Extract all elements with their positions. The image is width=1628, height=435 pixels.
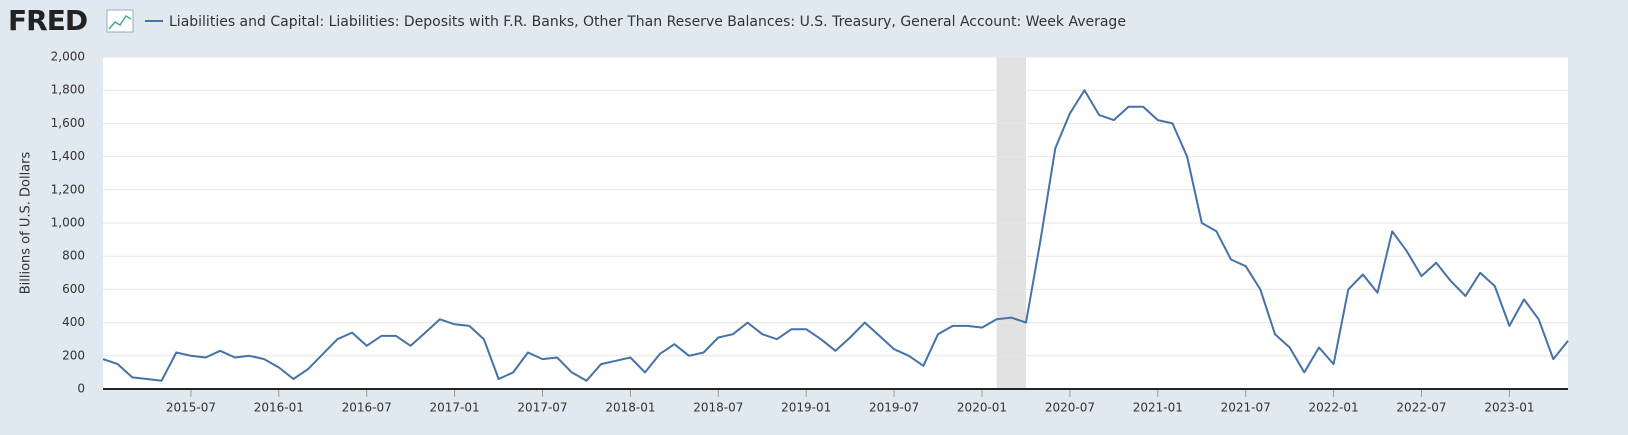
x-tick-label: 2022-07 bbox=[1396, 401, 1446, 415]
y-tick-label: 600 bbox=[62, 282, 85, 296]
x-tick-label: 2017-01 bbox=[430, 401, 480, 415]
x-tick-label: 2022-01 bbox=[1309, 401, 1359, 415]
x-tick-label: 2017-07 bbox=[517, 401, 567, 415]
y-tick-label: 1,000 bbox=[51, 216, 85, 230]
x-tick-label: 2021-07 bbox=[1221, 401, 1271, 415]
x-tick-label: 2016-07 bbox=[342, 401, 392, 415]
x-tick-label: 2018-07 bbox=[693, 401, 743, 415]
y-tick-label: 1,800 bbox=[51, 83, 85, 97]
y-tick-label: 1,600 bbox=[51, 116, 85, 130]
x-tick-label: 2020-01 bbox=[957, 401, 1007, 415]
y-axis-label: Billions of U.S. Dollars bbox=[19, 151, 34, 294]
y-tick-label: 400 bbox=[62, 315, 85, 329]
y-tick-label: 0 bbox=[77, 382, 85, 396]
x-tick-label: 2015-07 bbox=[166, 401, 216, 415]
y-tick-label: 200 bbox=[62, 348, 85, 362]
data-line bbox=[102, 89, 1569, 382]
x-tick-label: 2019-01 bbox=[781, 401, 831, 415]
y-tick-label: 1,400 bbox=[51, 149, 85, 163]
x-tick-label: 2018-01 bbox=[605, 401, 655, 415]
x-tick-label: 2016-01 bbox=[254, 401, 304, 415]
x-tick-label: 2020-07 bbox=[1045, 401, 1095, 415]
x-tick-label: 2023-01 bbox=[1484, 401, 1534, 415]
y-tick-label: 800 bbox=[62, 249, 85, 263]
x-tick-label: 2021-01 bbox=[1133, 401, 1183, 415]
logo: FRED bbox=[8, 4, 87, 37]
y-tick-label: 1,200 bbox=[51, 182, 85, 196]
legend-label: Liabilities and Capital: Liabilities: De… bbox=[169, 14, 1126, 30]
x-tick-label: 2019-07 bbox=[869, 401, 919, 415]
logo-icon bbox=[106, 9, 134, 33]
y-tick-label: 2,000 bbox=[51, 50, 85, 64]
